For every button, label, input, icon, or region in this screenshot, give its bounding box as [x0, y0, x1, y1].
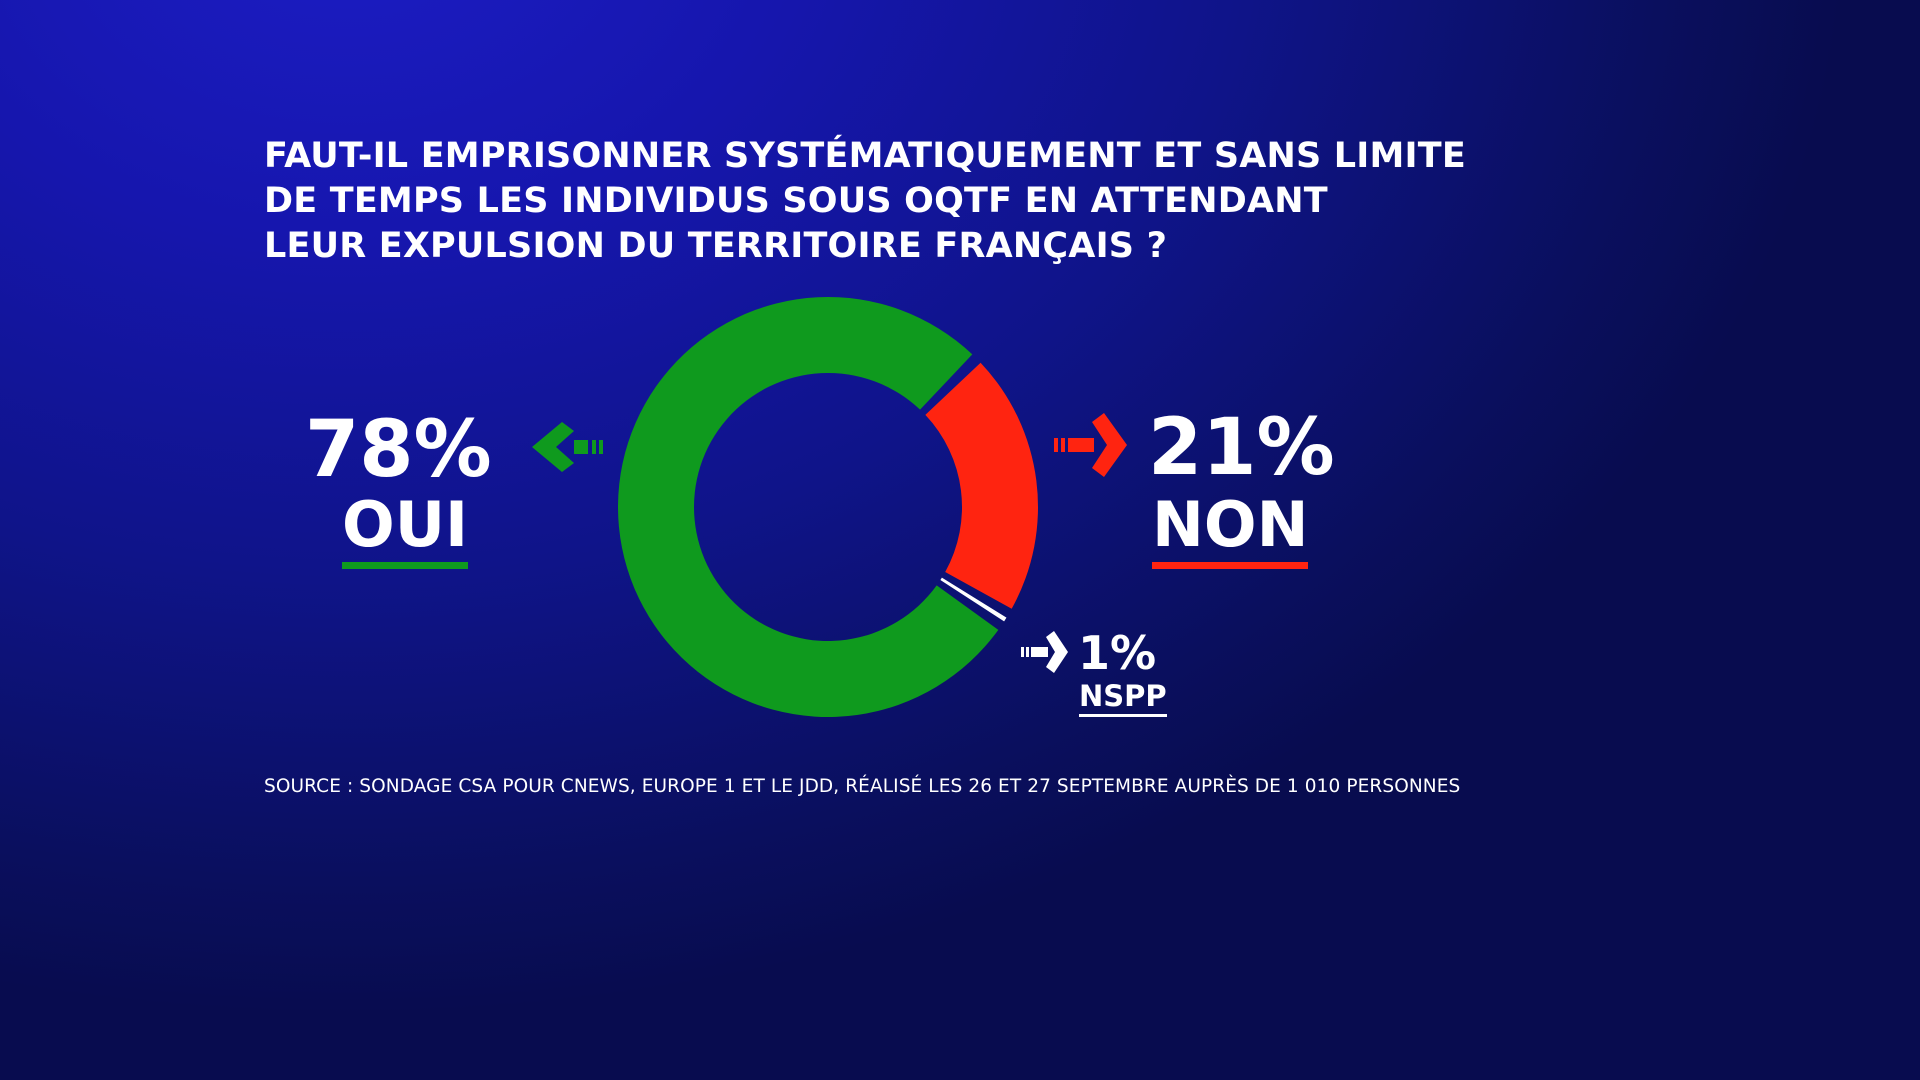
arrow-left-icon: [532, 422, 603, 472]
chart-title: FAUT-IL EMPRISONNER SYSTÉMATIQUEMENT ET …: [264, 134, 1466, 269]
non-percent: 21%: [1148, 403, 1335, 493]
nspp-percent: 1%: [1078, 626, 1157, 680]
donut-slices: [617, 296, 1039, 717]
donut-slice-oui: [617, 296, 999, 717]
title-line: DE TEMPS LES INDIVIDUS SOUS OQTF EN ATTE…: [264, 181, 1328, 221]
donut-slice-non: [925, 362, 1039, 609]
oui-label: OUI: [342, 494, 469, 569]
non-label: NON: [1152, 494, 1309, 569]
arrow-right-icon: [1021, 631, 1068, 673]
title-line: FAUT-IL EMPRISONNER SYSTÉMATIQUEMENT ET …: [264, 136, 1466, 176]
arrow-right-icon: [1054, 413, 1127, 477]
title-line: LEUR EXPULSION DU TERRITOIRE FRANÇAIS ?: [264, 226, 1168, 266]
oui-percent: 78%: [305, 405, 492, 495]
nspp-label: NSPP: [1079, 682, 1167, 717]
source-note: SOURCE : SONDAGE CSA POUR CNEWS, EUROPE …: [264, 776, 1461, 797]
donut-slice-nspp: [940, 577, 1007, 622]
